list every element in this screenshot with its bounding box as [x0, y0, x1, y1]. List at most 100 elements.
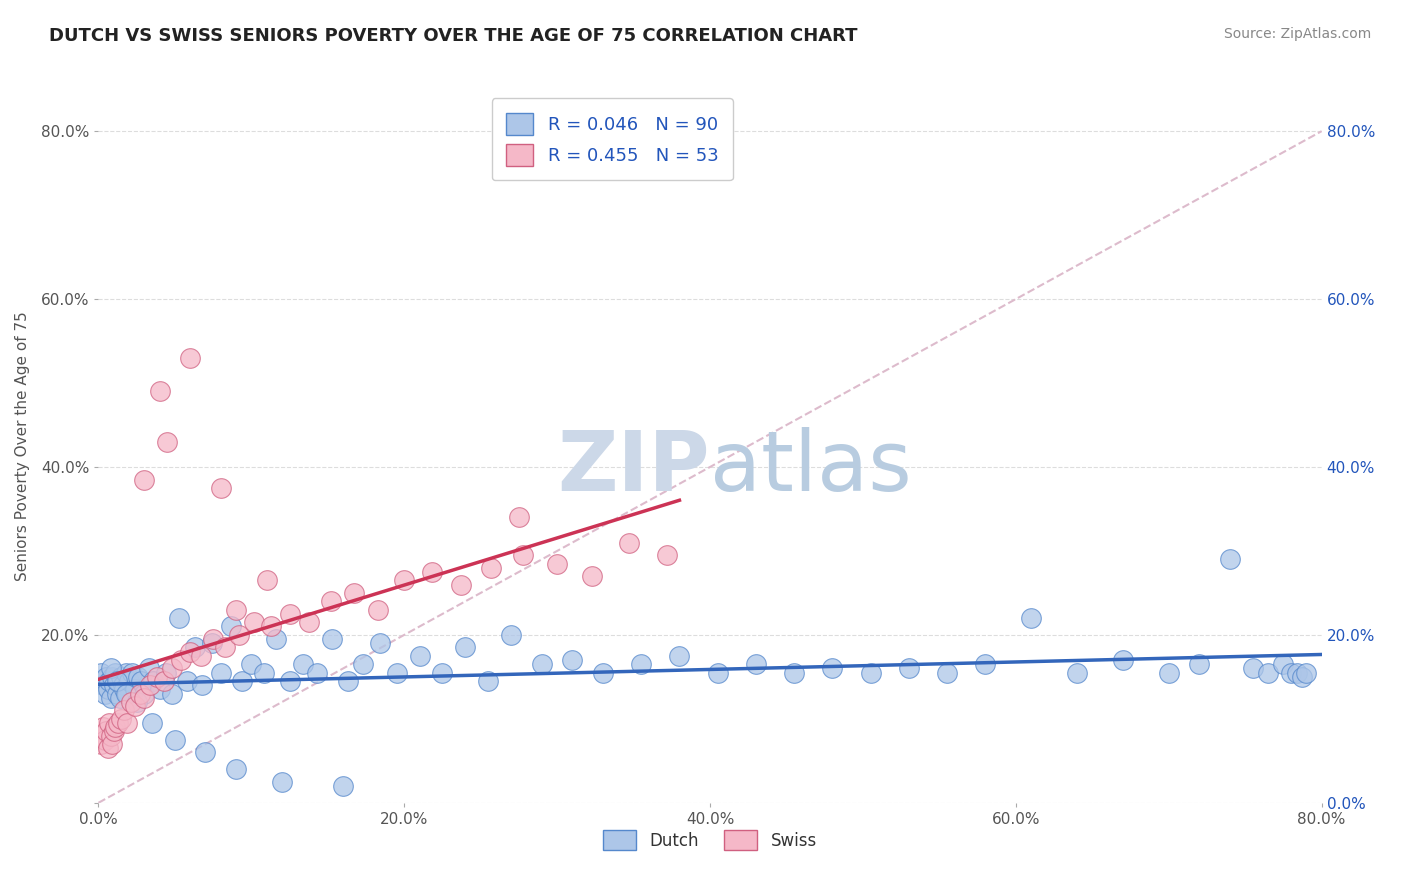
Point: [450, 577, 472, 591]
Point: [91, 720, 114, 734]
Point: [128, 687, 150, 701]
Point: [225, 603, 247, 617]
Point: [97, 741, 120, 756]
Point: [278, 674, 301, 689]
Point: [107, 674, 129, 689]
Point: [243, 615, 266, 630]
Point: [368, 636, 391, 650]
Point: [897, 661, 920, 675]
Point: [1019, 611, 1042, 625]
Point: [141, 716, 163, 731]
Point: [561, 653, 583, 667]
Point: [108, 690, 131, 705]
Point: [592, 665, 614, 680]
Point: [134, 687, 156, 701]
Point: [936, 665, 959, 680]
Point: [200, 636, 222, 650]
Point: [153, 674, 176, 689]
Point: [307, 665, 329, 680]
Point: [160, 687, 183, 701]
Point: [617, 535, 640, 549]
Point: [179, 645, 201, 659]
Point: [821, 661, 844, 675]
Point: [176, 674, 198, 689]
Point: [104, 665, 127, 680]
Point: [231, 674, 253, 689]
Point: [252, 665, 274, 680]
Point: [100, 729, 122, 743]
Point: [512, 548, 534, 562]
Point: [138, 661, 160, 675]
Point: [292, 657, 315, 672]
Point: [118, 674, 141, 689]
Point: [101, 670, 124, 684]
Point: [1219, 552, 1241, 566]
Point: [298, 615, 321, 630]
Point: [454, 640, 477, 655]
Point: [260, 619, 283, 633]
Point: [100, 661, 122, 675]
Point: [668, 648, 690, 663]
Point: [101, 737, 124, 751]
Point: [264, 632, 287, 646]
Point: [367, 603, 389, 617]
Point: [107, 716, 129, 731]
Point: [97, 682, 120, 697]
Point: [319, 594, 342, 608]
Point: [530, 657, 553, 672]
Point: [1279, 665, 1302, 680]
Point: [139, 678, 162, 692]
Point: [1112, 653, 1135, 667]
Point: [190, 648, 212, 663]
Point: [1157, 665, 1180, 680]
Point: [477, 674, 499, 689]
Point: [117, 687, 139, 701]
Point: [89, 674, 111, 689]
Point: [115, 665, 138, 680]
Point: [343, 586, 366, 600]
Point: [125, 695, 148, 709]
Point: [112, 703, 135, 717]
Point: [321, 632, 343, 646]
Point: [1291, 670, 1313, 684]
Point: [160, 661, 183, 675]
Point: [479, 560, 502, 574]
Point: [1286, 665, 1309, 680]
Point: [105, 687, 128, 701]
Point: [1188, 657, 1211, 672]
Point: [124, 699, 146, 714]
Point: [706, 665, 728, 680]
Point: [432, 665, 454, 680]
Point: [98, 716, 121, 731]
Text: DUTCH VS SWISS SENIORS POVERTY OVER THE AGE OF 75 CORRELATION CHART: DUTCH VS SWISS SENIORS POVERTY OVER THE …: [49, 27, 858, 45]
Point: [149, 682, 172, 697]
Point: [149, 384, 172, 399]
Point: [385, 665, 408, 680]
Point: [89, 729, 111, 743]
Point: [134, 473, 156, 487]
Point: [1066, 665, 1088, 680]
Point: [209, 481, 232, 495]
Point: [228, 628, 250, 642]
Point: [145, 670, 167, 684]
Point: [546, 557, 568, 571]
Point: [110, 712, 132, 726]
Point: [1272, 657, 1295, 672]
Point: [278, 607, 301, 621]
Point: [1295, 665, 1317, 680]
Point: [240, 657, 263, 672]
Y-axis label: Seniors Poverty Over the Age of 75: Seniors Poverty Over the Age of 75: [15, 311, 30, 581]
Point: [156, 434, 179, 449]
Point: [127, 670, 149, 684]
Point: [120, 695, 142, 709]
Point: [1241, 661, 1264, 675]
Point: [209, 665, 232, 680]
Point: [221, 619, 243, 633]
Legend: Dutch, Swiss: Dutch, Swiss: [595, 822, 825, 859]
Text: atlas: atlas: [710, 427, 911, 508]
Point: [392, 574, 416, 588]
Point: [93, 732, 115, 747]
Point: [184, 640, 207, 655]
Point: [1257, 665, 1279, 680]
Point: [194, 746, 217, 760]
